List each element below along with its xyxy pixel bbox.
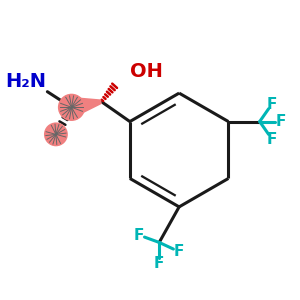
Text: F: F xyxy=(267,131,277,146)
Polygon shape xyxy=(70,97,102,118)
Text: OH: OH xyxy=(130,62,163,81)
Circle shape xyxy=(44,122,68,146)
Text: F: F xyxy=(134,228,144,243)
Text: F: F xyxy=(276,114,286,129)
Text: F: F xyxy=(154,256,164,271)
Text: F: F xyxy=(267,97,277,112)
Text: F: F xyxy=(173,244,184,259)
Circle shape xyxy=(58,94,85,121)
Text: H₂N: H₂N xyxy=(5,72,46,91)
